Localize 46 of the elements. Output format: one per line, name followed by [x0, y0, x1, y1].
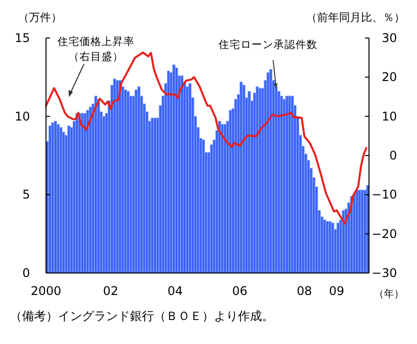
- bar: [80, 112, 84, 274]
- y2-tick-label: −20: [372, 226, 397, 241]
- y2-tick-label: 20: [382, 70, 397, 84]
- bar: [51, 122, 54, 274]
- bar: [172, 64, 176, 274]
- x-tick-label: 04: [168, 284, 183, 298]
- y-tick-label: 0: [22, 266, 30, 280]
- bar: [59, 127, 62, 274]
- bar: [360, 190, 364, 274]
- bar: [67, 125, 70, 274]
- x-tick-label: 2000: [30, 284, 62, 298]
- bar: [116, 80, 119, 274]
- bar: [326, 221, 329, 274]
- y-tick-label: 10: [14, 109, 30, 124]
- annotation: （右目盛）: [68, 50, 124, 63]
- annotation: 住宅ローン承認件数: [218, 38, 318, 52]
- y-tick-label: 5: [22, 188, 30, 202]
- x-tick-label: 09: [329, 284, 344, 298]
- bar: [88, 106, 92, 274]
- bar: [290, 96, 294, 274]
- y2-tick-label: 30: [382, 31, 397, 45]
- y2-tick-label: −10: [372, 188, 397, 202]
- y2-axis-title: （前年同月比、％）: [306, 11, 405, 24]
- y-axis-title: （万件）: [18, 11, 62, 24]
- bar: [220, 124, 224, 274]
- y2-tick-label: 0: [389, 148, 397, 162]
- x-tick-label: 06: [232, 284, 248, 298]
- bar: [285, 96, 288, 274]
- y-tick-label: 15: [14, 31, 30, 45]
- bar: [137, 86, 140, 274]
- bar: [94, 96, 98, 274]
- x-axis-title: （年）: [374, 288, 404, 300]
- bar: [269, 69, 272, 274]
- line-series: [45, 51, 368, 225]
- bar: [228, 110, 232, 274]
- x-tick-label: 08: [296, 284, 312, 298]
- bar: [355, 190, 358, 274]
- y2-tick-label: 10: [382, 109, 397, 124]
- annotation: 住宅価格上昇率: [58, 35, 134, 48]
- bar: [256, 86, 259, 274]
- text: （備考）イングランド銀行（ＢＯＥ）より作成。: [10, 309, 274, 323]
- bar: [124, 89, 127, 274]
- bar: [242, 84, 246, 274]
- bar: [150, 118, 154, 274]
- y2-tick-label: −30: [372, 266, 397, 280]
- x-tick-label: 02: [102, 284, 118, 298]
